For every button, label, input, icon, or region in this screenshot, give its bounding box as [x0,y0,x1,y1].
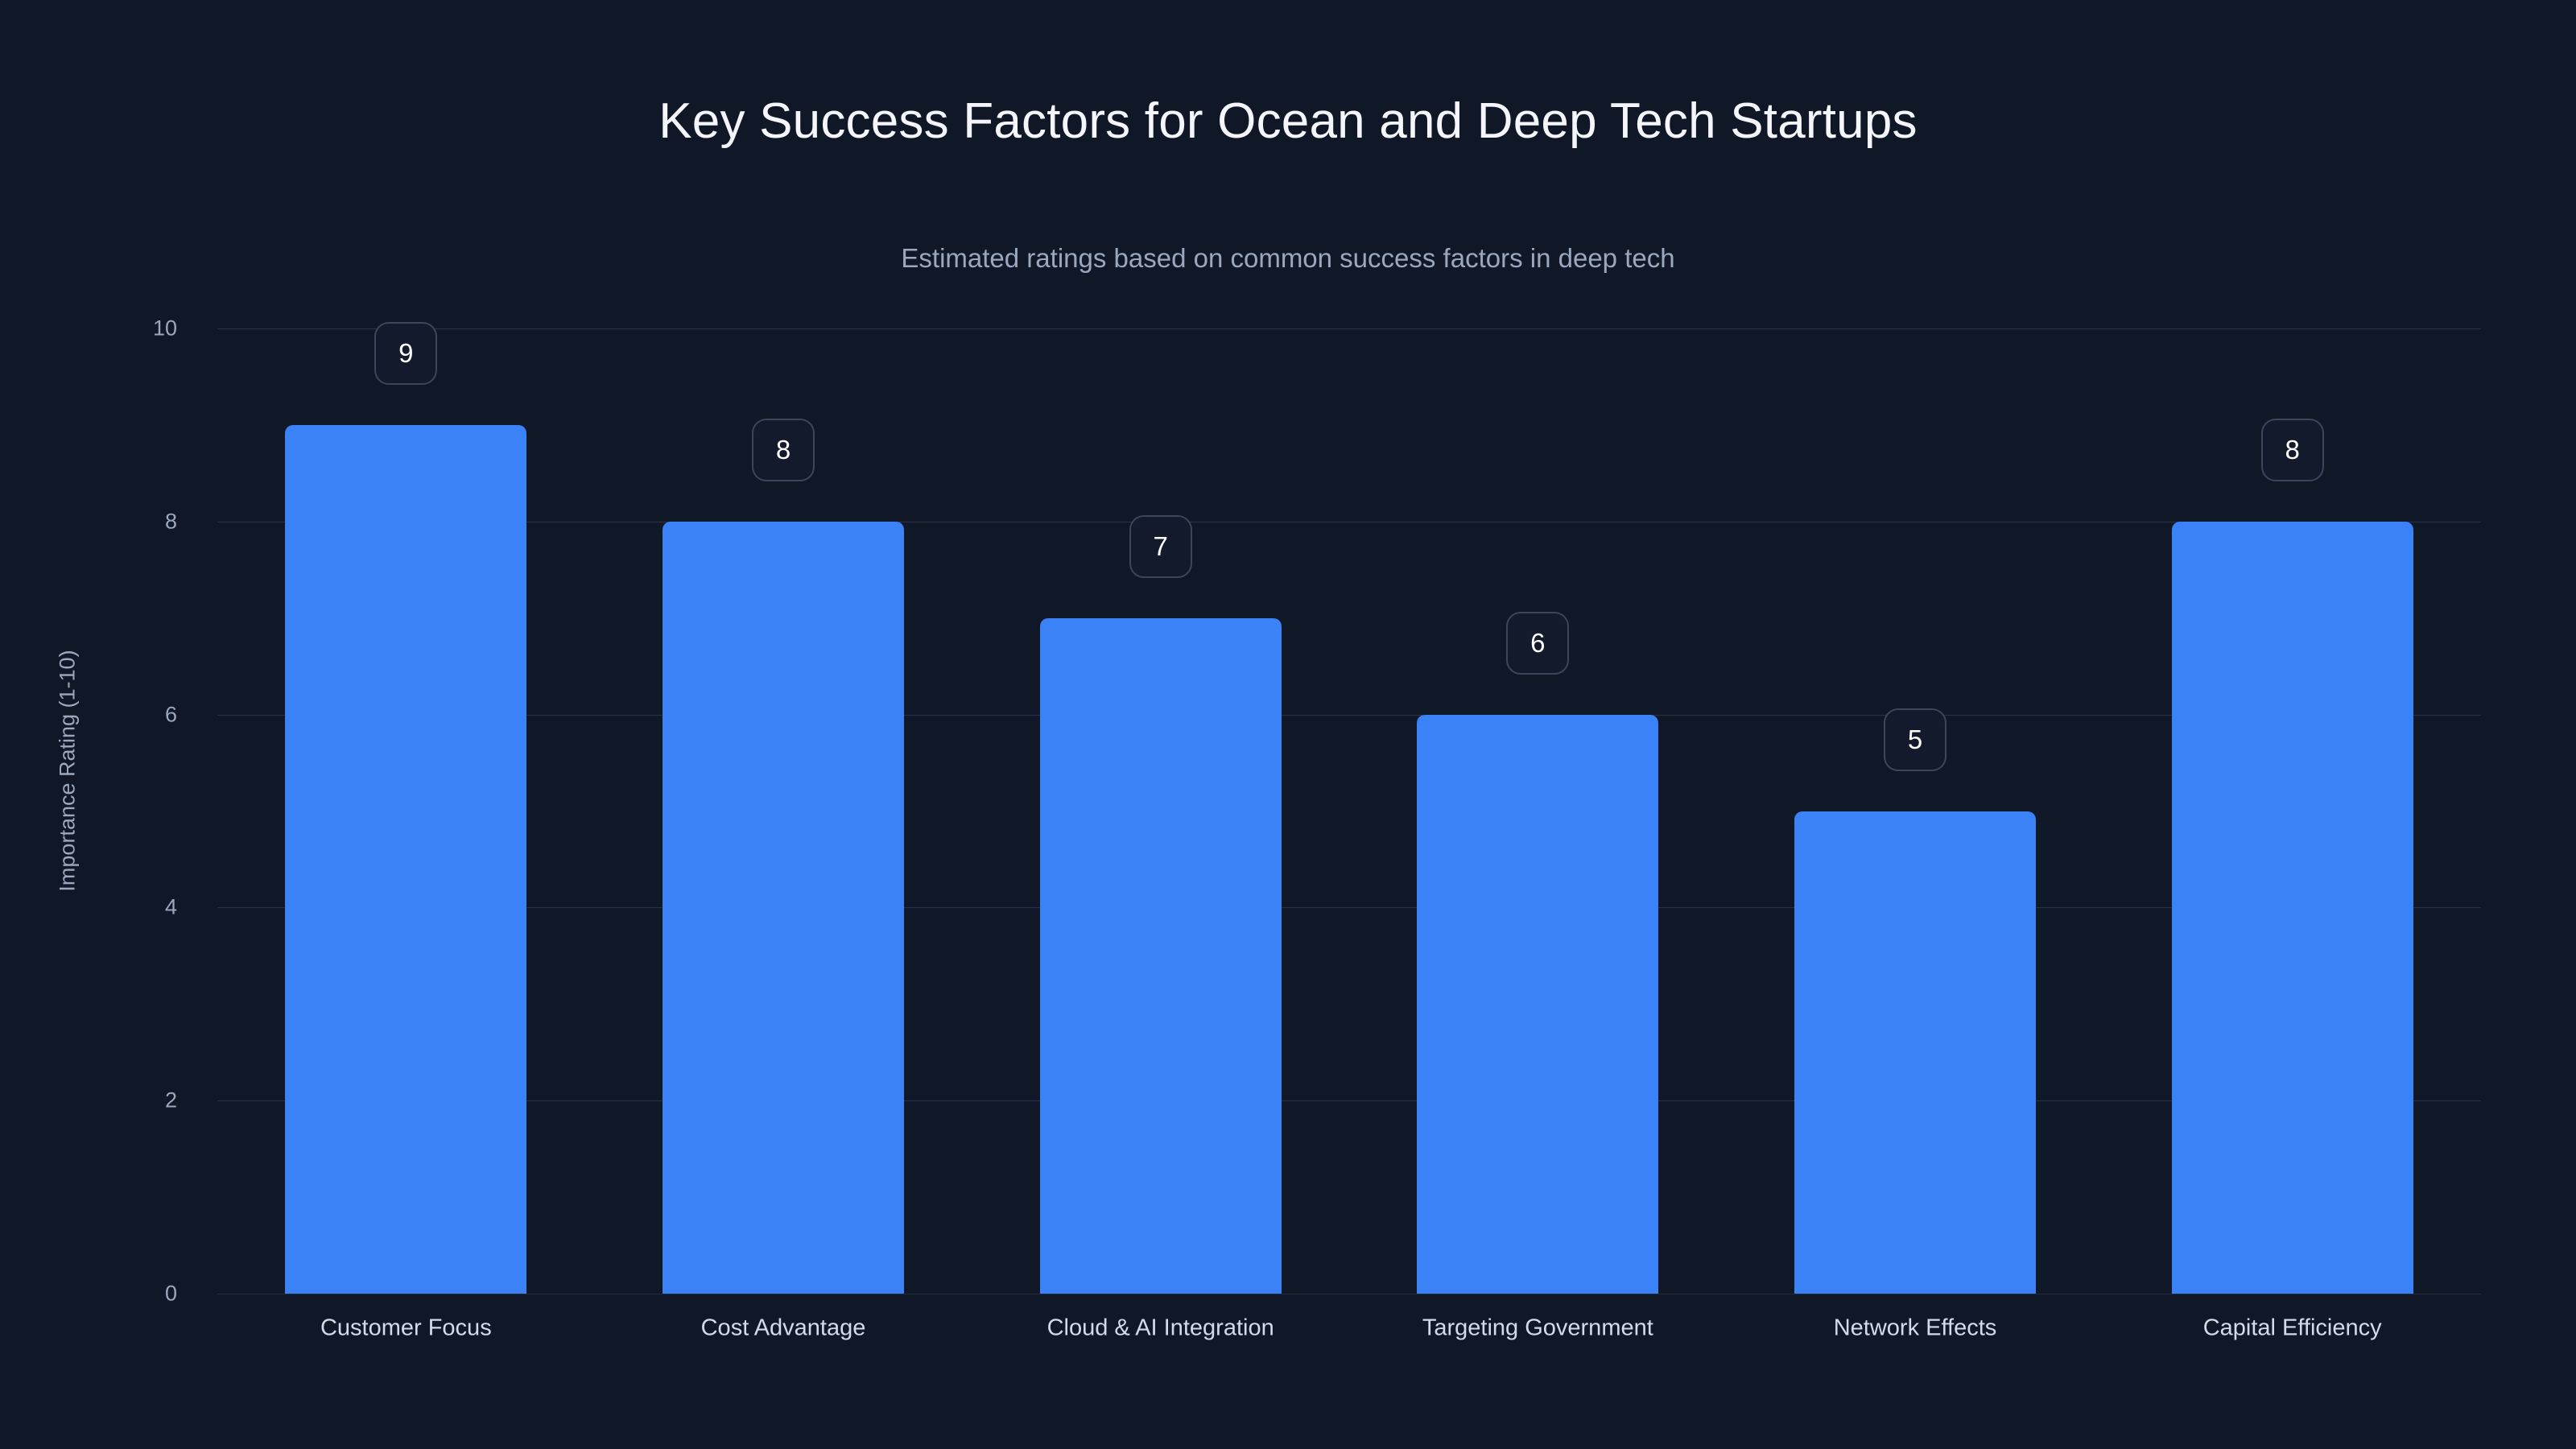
x-axis-tick-label: Cloud & AI Integration [1046,1315,1274,1341]
plot-area: 9 8 7 6 5 8 [217,321,2481,1294]
bar-group[interactable]: 8 [663,328,904,1294]
gridline [217,328,2481,329]
y-axis-tick-labels: 0 2 4 6 8 10 [80,316,177,1306]
y-axis-tick-label: 10 [152,316,177,341]
bar-value-badge: 8 [752,418,815,481]
x-axis-tick-label: Network Effects [1833,1315,1997,1341]
bar-value-badge: 5 [1884,708,1946,771]
bar-group[interactable]: 5 [1794,328,2036,1294]
y-axis-tick-label: 4 [164,894,177,919]
y-axis-tick-label: 2 [164,1088,177,1113]
bar-group[interactable]: 7 [1039,328,1282,1294]
bar-value-badge: 6 [1506,611,1570,675]
bar-value-badge: 8 [2260,418,2324,481]
chart-subtitle: Estimated ratings based on common succes… [901,243,1675,273]
y-axis-tick-label: 0 [164,1281,177,1306]
x-axis-tick-label: Customer Focus [320,1315,492,1341]
x-axis-tick-label: Capital Efficiency [2202,1315,2382,1341]
bar-group[interactable]: 9 [285,321,527,1294]
bar[interactable] [1794,811,2036,1294]
x-axis-tick-label: Targeting Government [1422,1315,1653,1341]
bar-group[interactable]: 6 [1417,328,1659,1294]
y-axis-title: Importance Rating (1-10) [55,650,80,892]
y-axis-tick-label: 8 [164,509,177,534]
bar-group[interactable]: 8 [2171,328,2413,1294]
bar[interactable] [1039,617,1282,1294]
bar[interactable] [1417,714,1659,1294]
gridline [217,1100,2481,1102]
bar[interactable] [663,521,904,1294]
bar[interactable] [285,424,527,1294]
y-axis-tick-label: 6 [164,702,177,727]
x-axis-tick-label: Cost Advantage [700,1315,866,1341]
page-title: Key Success Factors for Ocean and Deep T… [658,93,1918,149]
gridline [217,907,2481,909]
gridline [217,714,2481,716]
bar[interactable] [2171,521,2413,1294]
bar-value-badge: 7 [1129,514,1192,578]
bar-value-badge: 9 [374,321,438,385]
